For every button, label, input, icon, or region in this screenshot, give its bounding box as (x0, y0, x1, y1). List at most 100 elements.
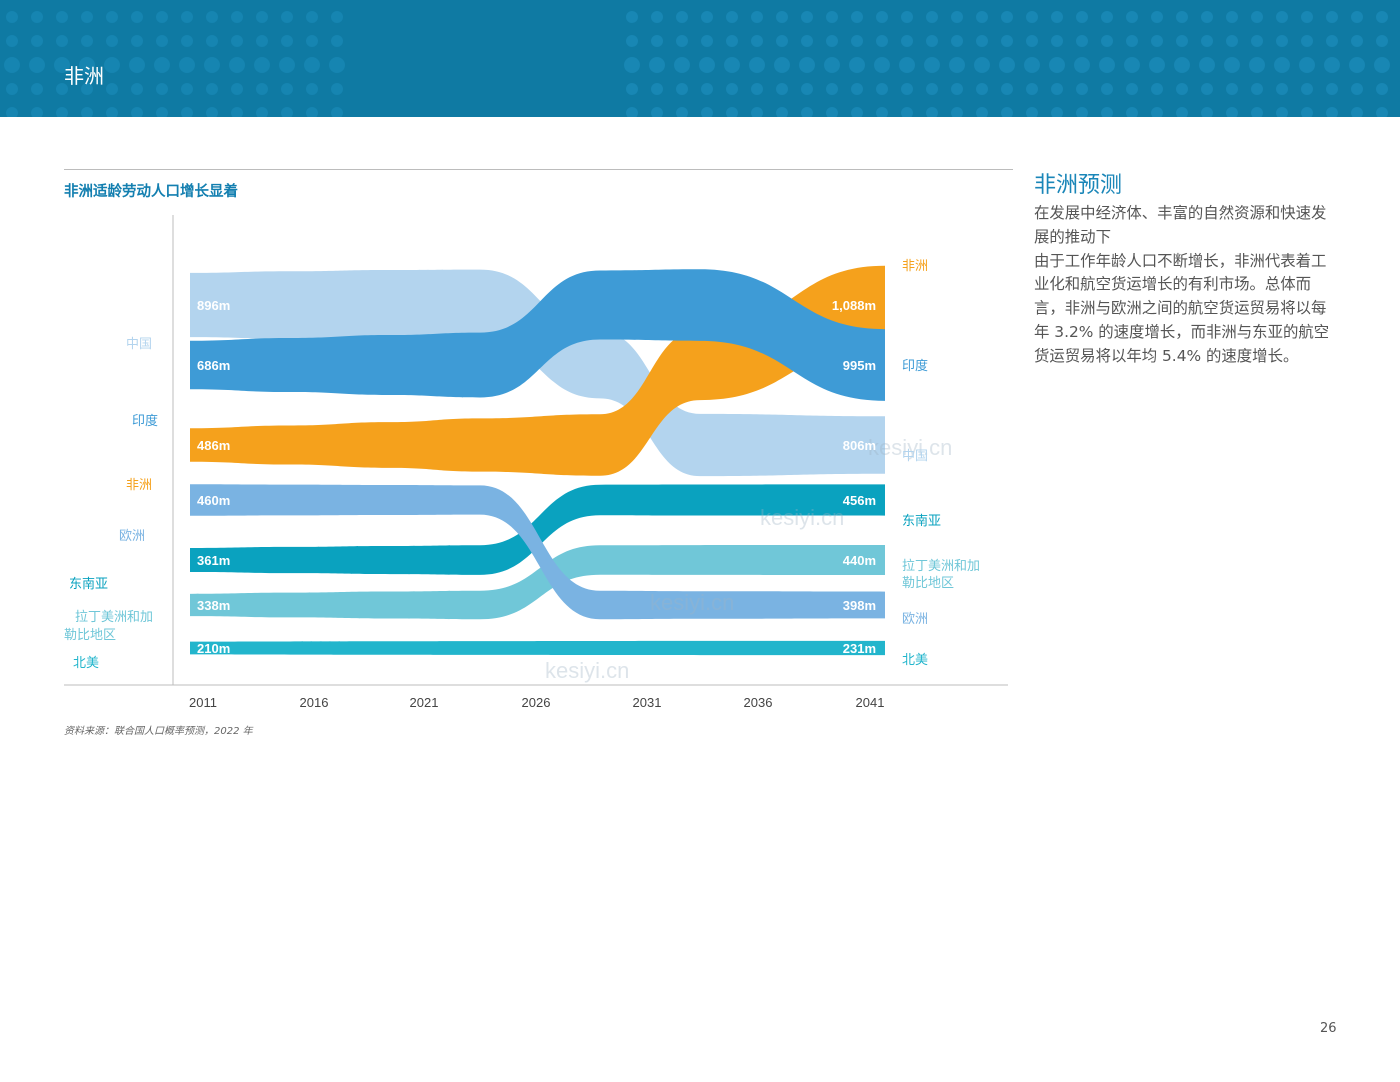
header-dot (56, 83, 68, 95)
x-tick-label: 2041 (856, 695, 885, 710)
header-dot (1301, 11, 1313, 23)
header-dot (156, 83, 168, 95)
header-dot (1026, 83, 1038, 95)
header-dot (6, 107, 18, 117)
header-dot (876, 35, 888, 47)
header-dot (206, 107, 218, 117)
series-ribbon (190, 545, 885, 620)
header-dot (81, 35, 93, 47)
header-dot (726, 83, 738, 95)
header-dot (1001, 35, 1013, 47)
header-dot (926, 11, 938, 23)
header-dot (749, 57, 765, 73)
header-dot (304, 57, 320, 73)
header-dot (231, 35, 243, 47)
header-dot (1201, 11, 1213, 23)
bump-chart: 2011 2016 2021 2026 2031 2036 2041 kesiyi.cnke… (64, 215, 1008, 710)
header-dot (1251, 35, 1263, 47)
chart-labels: 896m 806m 686m 995m 486m 1,088m 460m 398m 361m 45… (64, 259, 980, 671)
header-dot (56, 107, 68, 117)
header-dot (331, 35, 343, 47)
header-dot (626, 107, 638, 117)
header-dot (826, 83, 838, 95)
header-dot (874, 57, 890, 73)
header-dot (1001, 11, 1013, 23)
header-dot (1126, 35, 1138, 47)
chart-axes: 2011 2016 2021 2026 2031 2036 2041 (64, 215, 1008, 710)
header-dot (801, 35, 813, 47)
chart-top-divider (64, 169, 1013, 170)
header-dot (976, 107, 988, 117)
header-dot (776, 11, 788, 23)
header-dot (306, 107, 318, 117)
header-dot (1326, 11, 1338, 23)
header-dot (676, 107, 688, 117)
header-dot (1024, 57, 1040, 73)
header-dot (1249, 57, 1265, 73)
header-dot (204, 57, 220, 73)
header-dot (256, 11, 268, 23)
header-dot (6, 11, 18, 23)
header-dot (926, 107, 938, 117)
header-dot (1251, 83, 1263, 95)
header-dot (281, 107, 293, 117)
header-dot (231, 11, 243, 23)
header-dot (926, 35, 938, 47)
header-dot (281, 11, 293, 23)
header-dot (676, 35, 688, 47)
header-dot (1226, 35, 1238, 47)
watermark-text: kesiyi.cn (650, 590, 734, 615)
header-dot (1026, 35, 1038, 47)
header-dot (1176, 35, 1188, 47)
header-dot (701, 35, 713, 47)
header-dot (1176, 83, 1188, 95)
start-value-label: 460m (197, 493, 230, 508)
header-dot (1001, 83, 1013, 95)
header-dot (329, 57, 345, 73)
header-dot (1151, 11, 1163, 23)
header-dot (1026, 107, 1038, 117)
x-tick-label: 2016 (300, 695, 329, 710)
header-dot (901, 11, 913, 23)
header-dot (799, 57, 815, 73)
chart-title: 非洲适龄劳动人口增长显着 (64, 184, 238, 200)
start-value-label: 210m (197, 641, 230, 656)
header-dot (851, 83, 863, 95)
end-value-label: 440m (843, 553, 876, 568)
series-ribbon (190, 269, 885, 477)
header-dot (1201, 83, 1213, 95)
right-category-label: 北美 (902, 653, 928, 668)
header-dot (876, 83, 888, 95)
header-dot (776, 35, 788, 47)
header-dot (79, 57, 95, 73)
x-tick-label: 2036 (744, 695, 773, 710)
header-dot (676, 83, 688, 95)
header-dot (801, 83, 813, 95)
header-dot (1049, 57, 1065, 73)
header-dot (256, 107, 268, 117)
header-dot (206, 83, 218, 95)
header-dot (1074, 57, 1090, 73)
header-dot (724, 57, 740, 73)
header-dot (1326, 83, 1338, 95)
x-tick-label: 2021 (410, 695, 439, 710)
header-dot (156, 11, 168, 23)
header-dot (1051, 107, 1063, 117)
header-dot (774, 57, 790, 73)
start-value-label: 686m (197, 358, 230, 373)
header-dot (181, 11, 193, 23)
header-dot (1351, 83, 1363, 95)
sidebar-paragraph-intro: 在发展中经济体、丰富的自然资源和快速发展的推动下 (1034, 204, 1327, 246)
header-dot (181, 107, 193, 117)
header-dot (651, 11, 663, 23)
header-dot (1151, 35, 1163, 47)
header-dot (131, 11, 143, 23)
header-dot (801, 107, 813, 117)
header-dot (851, 35, 863, 47)
header-dot (674, 57, 690, 73)
header-dot (129, 57, 145, 73)
start-value-label: 338m (197, 598, 230, 613)
header-dot (751, 35, 763, 47)
header-dot (331, 11, 343, 23)
x-tick-label: 2026 (522, 695, 551, 710)
